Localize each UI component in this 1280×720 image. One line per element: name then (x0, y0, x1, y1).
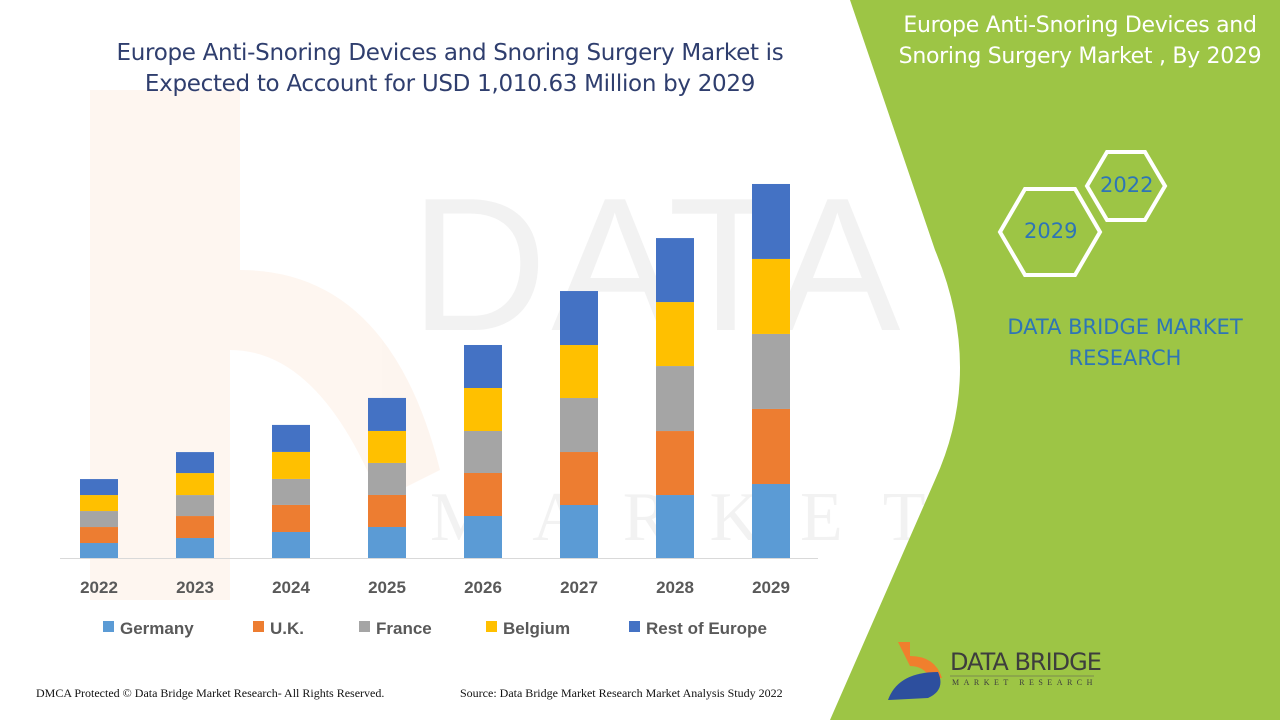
bar-segment-u-k--2028 (656, 431, 694, 496)
legend-swatch (253, 621, 264, 632)
x-tick-label: 2028 (656, 578, 694, 597)
logo-mark (888, 642, 942, 700)
legend-label: Rest of Europe (646, 619, 767, 638)
chart-title: Europe Anti-Snoring Devices and Snoring … (116, 40, 784, 97)
legend-swatch (103, 621, 114, 632)
bar-segment-belgium-2024 (272, 451, 310, 479)
bar-segment-u-k--2025 (368, 494, 406, 527)
bar-segment-rest-of-europe-2027 (560, 291, 598, 346)
bar-segment-u-k--2022 (80, 527, 118, 544)
bar-segment-france-2029 (752, 333, 790, 409)
bar-segment-rest-of-europe-2024 (272, 424, 310, 452)
brand-text: DATA BRIDGE MARKET RESEARCH (1007, 315, 1243, 370)
bar-segment-belgium-2026 (464, 387, 502, 431)
hex-year-2029: 2029 (1024, 219, 1078, 243)
bar-segment-germany-2026 (464, 515, 502, 558)
legend-label: Belgium (503, 619, 570, 638)
logo-tagline: MARKET RESEARCH (952, 678, 1097, 687)
bar-segment-rest-of-europe-2029 (752, 183, 790, 259)
legend-swatch (629, 621, 640, 632)
bar-segment-france-2022 (80, 511, 118, 528)
bar-segment-france-2026 (464, 430, 502, 473)
hexagon-2029 (997, 187, 1103, 277)
bar-segment-germany-2024 (272, 531, 310, 558)
green-side-panel (830, 0, 1280, 720)
bar-segment-u-k--2026 (464, 472, 502, 516)
bar-segment-germany-2023 (176, 538, 214, 558)
bar-segment-germany-2029 (752, 483, 790, 558)
x-tick-label: 2024 (272, 578, 310, 597)
logo-name: DATA BRIDGE (950, 648, 1102, 676)
x-tick-label: 2027 (560, 578, 598, 597)
bar-segment-belgium-2029 (752, 258, 790, 334)
bar-segment-germany-2022 (80, 543, 118, 558)
bar-segment-rest-of-europe-2026 (464, 344, 502, 388)
bar-segment-rest-of-europe-2022 (80, 479, 118, 496)
copyright-text: DMCA Protected © Data Bridge Market Rese… (36, 686, 385, 700)
bar-segment-belgium-2028 (656, 302, 694, 367)
bar-segment-u-k--2027 (560, 452, 598, 506)
bar-segment-france-2027 (560, 398, 598, 453)
bar-segment-germany-2025 (368, 526, 406, 558)
legend-swatch (359, 621, 370, 632)
bar-segment-france-2023 (176, 495, 214, 517)
bar-segment-belgium-2022 (80, 495, 118, 512)
x-tick-label: 2025 (368, 578, 406, 597)
bar-segment-rest-of-europe-2023 (176, 452, 214, 474)
legend-swatch (486, 621, 497, 632)
bar-segment-france-2028 (656, 366, 694, 432)
legend-label: France (376, 619, 432, 638)
x-tick-label: 2023 (176, 578, 214, 597)
legend-label: Germany (120, 619, 194, 638)
bar-segment-germany-2028 (656, 495, 694, 558)
x-tick-label: 2026 (464, 578, 502, 597)
legend-label: U.K. (270, 619, 304, 638)
x-tick-label: 2022 (80, 578, 118, 597)
bar-segment-france-2025 (368, 462, 406, 495)
bar-segment-u-k--2029 (752, 408, 790, 484)
hexagon-2022 (1084, 150, 1168, 222)
bar-segment-belgium-2027 (560, 345, 598, 399)
bar-segment-rest-of-europe-2025 (368, 397, 406, 431)
x-tick-label: 2029 (752, 578, 790, 597)
hex-year-2022: 2022 (1100, 173, 1154, 197)
bar-segment-u-k--2023 (176, 516, 214, 539)
side-panel-title: Europe Anti-Snoring Devices and Snoring … (898, 13, 1262, 69)
bar-segment-germany-2027 (560, 505, 598, 558)
source-text: Source: Data Bridge Market Research Mark… (460, 686, 783, 700)
bar-segment-rest-of-europe-2028 (656, 238, 694, 303)
bar-segment-belgium-2023 (176, 473, 214, 496)
bar-segment-u-k--2024 (272, 504, 310, 532)
bar-segment-france-2024 (272, 478, 310, 505)
bar-segment-belgium-2025 (368, 430, 406, 463)
